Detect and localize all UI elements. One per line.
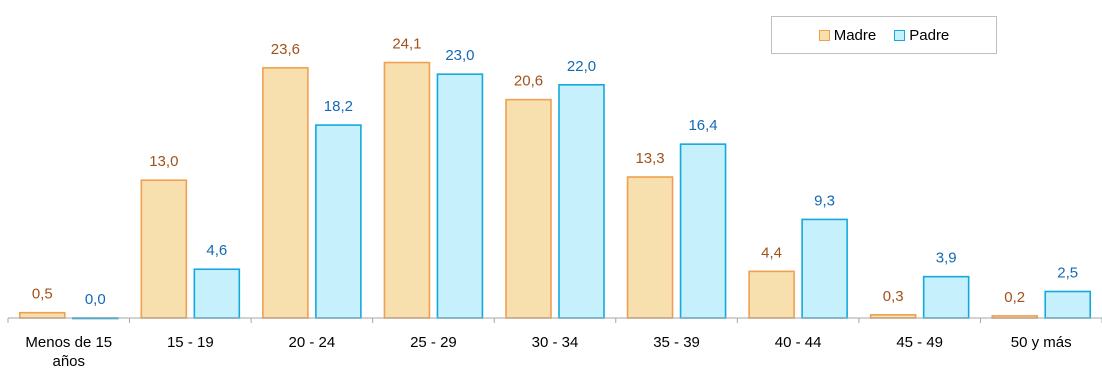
category-label: Menos de 15 años [25, 334, 112, 370]
value-label-madre: 4,4 [761, 244, 782, 261]
bar-padre [193, 268, 241, 319]
bar-padre [922, 275, 970, 319]
legend-swatch-padre [894, 29, 906, 41]
value-label-padre: 4,6 [206, 242, 227, 259]
category-label: 40 - 44 [775, 334, 822, 351]
value-label-padre: 2,5 [1057, 265, 1078, 282]
bar-madre [18, 311, 66, 319]
category-labels-layer: Menos de 15 años 15 - 19 20 - 24 25 - 29 30 -… [25, 334, 1071, 370]
value-label-padre: 9,3 [814, 192, 835, 209]
value-label-padre: 22,0 [567, 58, 596, 75]
bar-padre [436, 73, 484, 319]
bars-layer [18, 61, 1092, 320]
value-label-madre: 24,1 [392, 36, 421, 53]
bar-padre [558, 84, 605, 319]
category-label: 50 y más [1011, 334, 1072, 351]
category-label: 45 - 49 [896, 334, 943, 351]
category-label: 20 - 24 [289, 334, 336, 351]
legend-label-padre: Padre [909, 26, 950, 44]
bar-madre [140, 179, 188, 319]
value-label-madre: 0,5 [32, 286, 53, 303]
value-label-madre: 23,6 [271, 41, 300, 58]
x-axis-ticks [7, 318, 1102, 323]
category-label: 25 - 29 [410, 334, 457, 351]
bar-padre [315, 124, 362, 319]
value-label-madre: 0,3 [883, 288, 904, 305]
bar-madre [262, 67, 309, 319]
bar-madre [748, 270, 795, 319]
value-label-padre: 3,9 [936, 250, 957, 267]
value-label-madre: 13,3 [635, 150, 664, 167]
bar-madre [626, 176, 674, 319]
bar-padre [1044, 290, 1092, 319]
value-label-padre: 16,4 [688, 117, 717, 134]
value-label-madre: 13,0 [149, 153, 178, 170]
bar-madre [505, 98, 552, 319]
legend: Madre Padre [771, 16, 997, 54]
bar-padre [801, 218, 848, 319]
category-label: 35 - 39 [653, 334, 700, 351]
value-label-madre: 0,2 [1004, 289, 1025, 306]
legend-item-padre: Padre [894, 27, 949, 44]
value-labels-layer: 0,5 0,0 13,0 4,6 23,6 18,2 24,1 23,0 20,6 22,0 13,… [32, 36, 1078, 308]
value-label-padre: 18,2 [324, 98, 353, 115]
bar-padre [679, 143, 727, 319]
value-label-padre: 0,0 [85, 291, 106, 308]
legend-item-madre: Madre [818, 26, 877, 44]
value-label-padre: 23,0 [445, 47, 474, 64]
value-label-madre: 20,6 [514, 73, 543, 90]
bar-madre [383, 61, 431, 319]
category-label: 30 - 34 [532, 334, 579, 351]
legend-swatch-madre [818, 29, 830, 41]
legend-label-madre: Madre [833, 26, 877, 44]
category-label: 15 - 19 [167, 334, 214, 351]
